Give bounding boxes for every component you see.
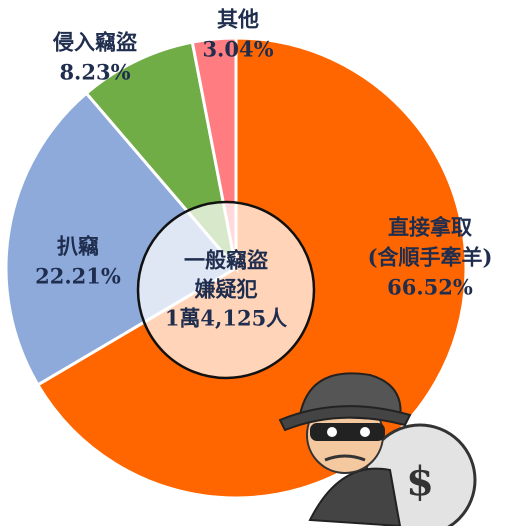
page: 一般竊盜嫌疑犯 1萬4,125人 直接拿取 (含順手牽羊) 66.52% 扒竊 22.21…: [0, 0, 511, 526]
slice-category: 侵入竊盜: [52, 30, 137, 55]
slice-value-label: 22.21%: [35, 264, 121, 289]
dollar-icon: $: [406, 458, 434, 505]
slice-value-label: 8.23%: [59, 60, 130, 85]
center-label: 一般竊盜: [184, 248, 268, 273]
slice-category: 其他: [217, 7, 259, 32]
slice-value-label: 66.52%: [387, 275, 473, 300]
slice-category: 扒竊: [57, 234, 99, 259]
chart: 一般竊盜嫌疑犯 1萬4,125人 直接拿取 (含順手牽羊) 66.52% 扒竊 22.21…: [0, 0, 511, 526]
center-label: 1萬4,125人: [165, 306, 287, 331]
slice-value-label: 3.04%: [202, 37, 273, 62]
center-label: 嫌疑犯: [195, 277, 258, 302]
thief-illustration: $: [280, 373, 475, 526]
slice-category: 直接拿取: [388, 215, 472, 240]
slice-category: (含順手牽羊): [368, 245, 493, 270]
